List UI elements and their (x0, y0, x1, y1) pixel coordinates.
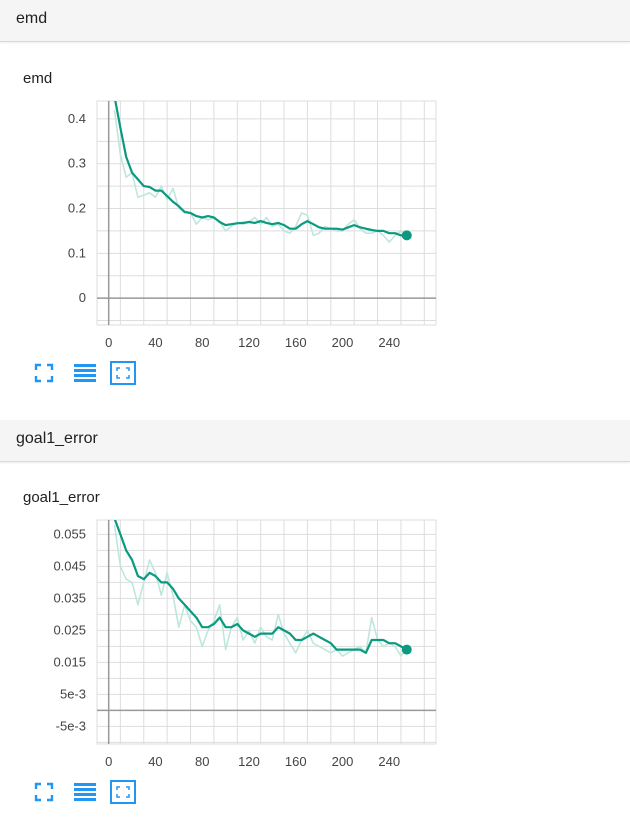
section-header-emd[interactable]: emd (0, 0, 630, 42)
list-icon[interactable] (72, 779, 98, 805)
x-tick-label: 40 (148, 335, 162, 350)
section-header-goal1-error[interactable]: goal1_error (0, 420, 630, 462)
section-title: goal1_error (16, 430, 98, 447)
section-title: emd (16, 10, 48, 27)
y-tick-label: 5e-3 (60, 686, 86, 701)
y-tick-label: 0.055 (53, 526, 86, 541)
x-tick-label: 200 (332, 754, 354, 769)
fit-domain-icon[interactable] (109, 360, 137, 386)
fullscreen-icon[interactable] (33, 362, 55, 384)
x-tick-label: 80 (195, 754, 209, 769)
last-point-marker[interactable] (401, 230, 412, 241)
y-tick-label: 0 (79, 290, 86, 305)
x-tick-label: 0 (105, 335, 112, 350)
raw-series-line (113, 524, 408, 657)
y-tick-label: 0.035 (53, 590, 86, 605)
chart-emd[interactable]: 0 40 80 120 160 200 240 0 0.1 0.2 0.3 0.4 (0, 0, 630, 360)
fit-domain-icon[interactable] (109, 779, 137, 805)
chart-title-emd: emd (23, 70, 53, 87)
y-tick-label: 0.1 (68, 245, 86, 260)
y-tick-label: -5e-3 (56, 718, 86, 733)
x-tick-label: 160 (285, 754, 307, 769)
x-tick-label: 160 (285, 335, 307, 350)
x-tick-label: 240 (378, 754, 400, 769)
list-icon[interactable] (72, 360, 98, 386)
y-tick-label: 0.3 (68, 156, 86, 171)
last-point-marker[interactable] (401, 644, 412, 655)
smoothed-series-line (113, 520, 408, 654)
y-tick-label: 0.4 (68, 111, 86, 126)
x-tick-label: 240 (378, 335, 400, 350)
y-tick-label: 0.025 (53, 622, 86, 637)
x-tick-label: 0 (105, 754, 112, 769)
x-tick-label: 200 (332, 335, 354, 350)
chart-title-goal1-error: goal1_error (23, 489, 100, 506)
x-tick-label: 80 (195, 335, 209, 350)
y-tick-label: 0.045 (53, 558, 86, 573)
y-tick-label: 0.2 (68, 201, 86, 216)
fullscreen-icon[interactable] (33, 781, 55, 803)
x-tick-label: 120 (238, 335, 260, 350)
x-tick-label: 40 (148, 754, 162, 769)
y-tick-label: 0.015 (53, 654, 86, 669)
smoothed-series-line (114, 101, 407, 237)
x-tick-label: 120 (238, 754, 260, 769)
